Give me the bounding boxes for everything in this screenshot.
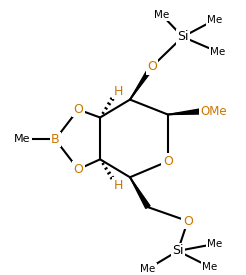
Text: OMe: OMe	[200, 105, 227, 118]
Text: Me: Me	[14, 134, 31, 144]
Text: H: H	[113, 179, 123, 192]
Text: Me: Me	[140, 264, 155, 274]
Text: Si: Si	[172, 244, 184, 257]
Polygon shape	[168, 109, 200, 114]
Polygon shape	[130, 65, 154, 100]
Text: Me: Me	[210, 47, 225, 57]
Text: O: O	[73, 163, 83, 176]
Text: Me: Me	[207, 239, 222, 249]
Text: O: O	[147, 60, 157, 73]
Text: O: O	[163, 155, 173, 168]
Text: Me: Me	[207, 15, 222, 25]
Text: Si: Si	[177, 30, 188, 43]
Text: Me: Me	[202, 262, 217, 272]
Text: H: H	[113, 85, 123, 98]
Text: O: O	[183, 214, 193, 228]
Text: O: O	[73, 103, 83, 116]
Polygon shape	[130, 177, 150, 208]
Text: Me: Me	[154, 10, 169, 20]
Text: B: B	[51, 133, 60, 146]
